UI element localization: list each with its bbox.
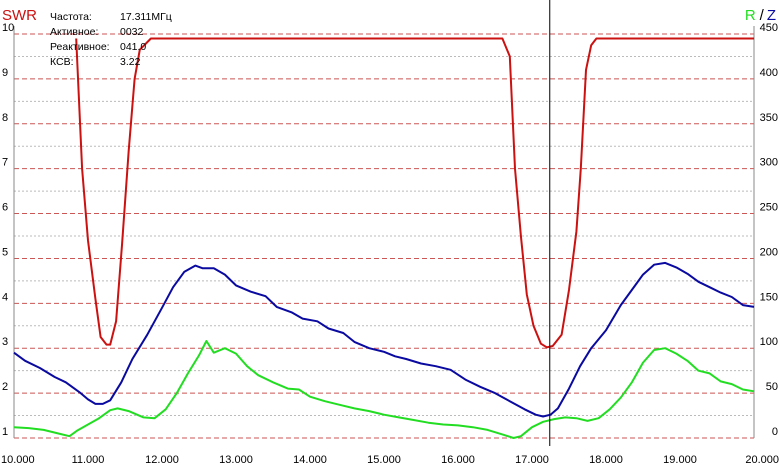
left-tick-label: 5 xyxy=(2,246,8,258)
x-tick-label: 13.000 xyxy=(219,454,253,465)
swr-series-line xyxy=(75,37,754,349)
r-axis-label: R xyxy=(745,7,756,24)
x-tick-label: 10.000 xyxy=(1,454,35,465)
right-tick-label: 150 xyxy=(760,291,778,303)
right-tick-label: 250 xyxy=(760,202,778,214)
left-tick-label: 9 xyxy=(2,67,8,79)
info-value-swr: 3.22 xyxy=(120,56,141,68)
series-group xyxy=(13,37,755,439)
right-tick-label: 200 xyxy=(760,246,778,258)
left-axis-ticks: 1 2 3 4 5 6 7 8 9 10 xyxy=(2,22,14,438)
x-tick-label: 20.000 xyxy=(745,454,779,465)
rz-axis-title: R / Z xyxy=(745,7,776,24)
left-tick-label: 10 xyxy=(2,22,14,34)
x-axis-ticks: 10.000 11.000 12.000 13.000 14.000 15.000 16.0… xyxy=(1,454,779,465)
right-tick-label: 350 xyxy=(760,112,778,124)
info-value-active: 0032 xyxy=(120,26,144,38)
left-tick-label: 7 xyxy=(2,157,8,169)
swr-axis-title: SWR xyxy=(2,7,37,24)
x-tick-label: 19.000 xyxy=(663,454,697,465)
right-tick-label: 50 xyxy=(766,381,778,393)
left-tick-label: 4 xyxy=(2,291,8,303)
info-label-frequency: Частота: xyxy=(50,11,92,23)
x-tick-label: 18.000 xyxy=(589,454,623,465)
z-axis-label: Z xyxy=(767,7,776,24)
left-tick-label: 6 xyxy=(2,202,8,214)
right-tick-label: 0 xyxy=(772,426,778,438)
left-tick-label: 1 xyxy=(2,426,8,438)
x-tick-label: 15.000 xyxy=(367,454,401,465)
left-tick-label: 2 xyxy=(2,381,8,393)
info-label-active: Активное: xyxy=(50,26,98,38)
x-tick-label: 17.000 xyxy=(515,454,549,465)
right-tick-label: 450 xyxy=(760,22,778,34)
x-tick-label: 16.000 xyxy=(441,454,475,465)
right-tick-label: 300 xyxy=(760,157,778,169)
right-tick-label: 400 xyxy=(760,67,778,79)
z-series-line xyxy=(13,261,755,418)
info-label-reactive: Реактивное: xyxy=(50,41,110,53)
x-tick-label: 12.000 xyxy=(145,454,179,465)
info-value-frequency: 17.311МГц xyxy=(120,11,172,23)
x-tick-label: 11.000 xyxy=(72,454,105,465)
info-label-swr: КСВ: xyxy=(50,56,74,68)
info-value-reactive: 041.0 xyxy=(120,41,146,53)
r-series-line xyxy=(13,340,755,439)
left-tick-label: 8 xyxy=(2,112,8,124)
axis-slash: / xyxy=(760,7,765,24)
grid xyxy=(13,26,755,439)
right-axis-ticks: 0 50 100 150 200 250 300 350 400 450 xyxy=(760,22,778,438)
x-tick-label: 14.000 xyxy=(293,454,327,465)
right-tick-label: 100 xyxy=(760,336,778,348)
cursor-info-panel: Частота: 17.311МГц Активное: 0032 Реакти… xyxy=(50,11,172,68)
left-tick-label: 3 xyxy=(2,336,8,348)
